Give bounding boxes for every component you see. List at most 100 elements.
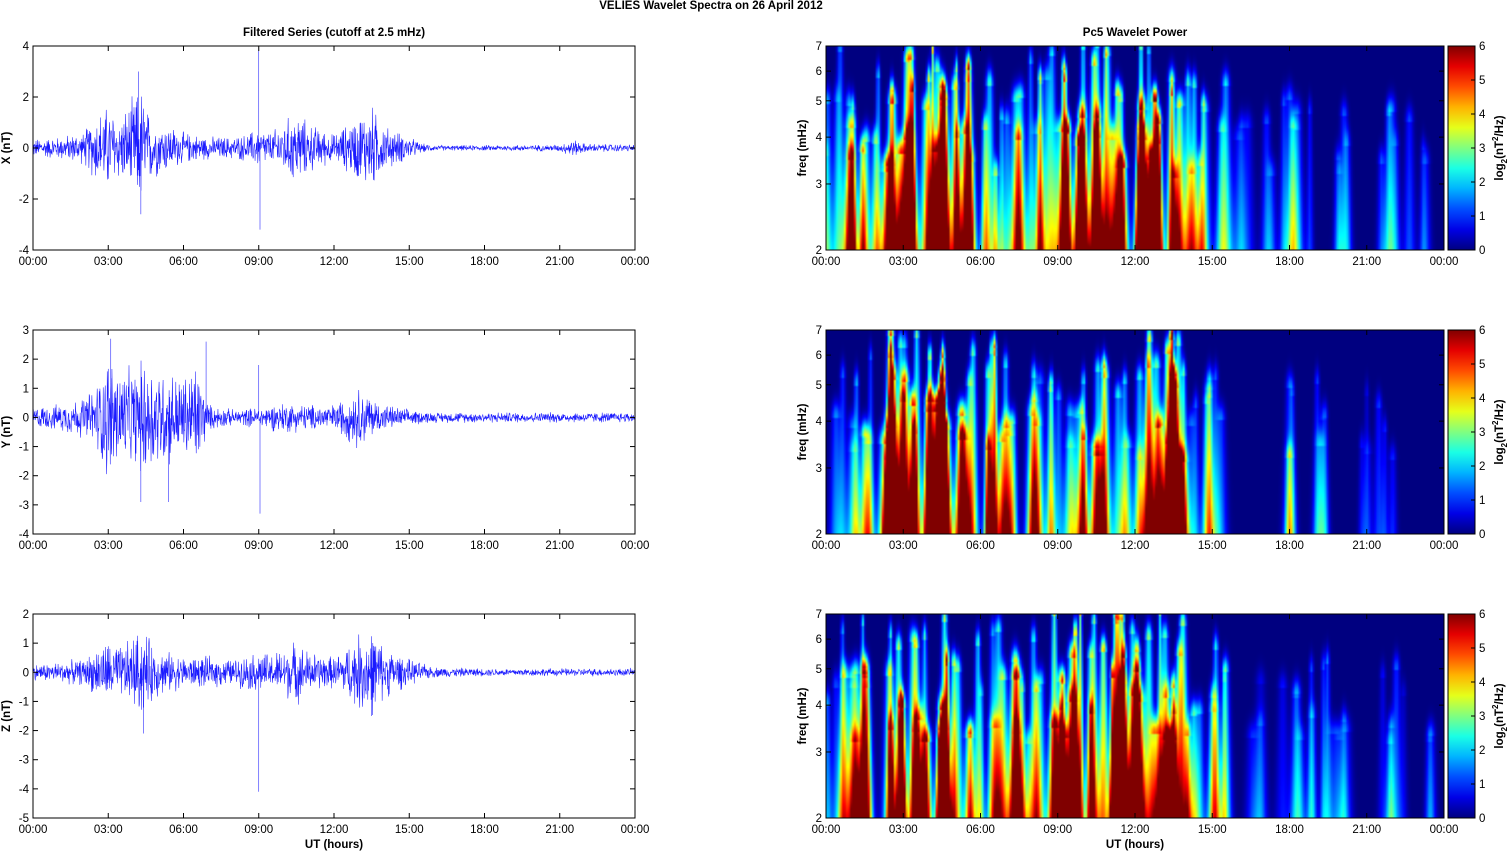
x-tick-label: 12:00 (1121, 256, 1150, 268)
x-tick-label: 21:00 (1352, 540, 1381, 552)
y-tick-label: 5 (816, 380, 822, 392)
x-tick-label: 06:00 (966, 256, 995, 268)
y-tick-label: -1 (19, 442, 29, 454)
x-tick-label: 00:00 (621, 256, 650, 268)
y-tick-label: 3 (816, 747, 822, 759)
colorbar-tick-label: 0 (1479, 245, 1485, 257)
wavelet-heatmap (826, 614, 1444, 818)
y-axis-label: freq (mHz) (797, 403, 809, 460)
x-tick-label: 00:00 (1430, 824, 1459, 836)
x-tick-label: 12:00 (320, 256, 349, 268)
x-tick-label: 15:00 (1198, 540, 1227, 552)
x-tick-label: 15:00 (395, 540, 424, 552)
x-tick-label: 03:00 (94, 540, 123, 552)
x-tick-label: 21:00 (1352, 256, 1381, 268)
x-tick-label: 12:00 (1121, 824, 1150, 836)
y-tick-label: 2 (816, 245, 822, 257)
x-tick-label: 03:00 (94, 824, 123, 836)
y-axis-label: Z (nT) (1, 700, 13, 732)
colorbar-tick-label: 0 (1479, 813, 1485, 825)
x-tick-label: 09:00 (244, 540, 273, 552)
x-tick-label: 00:00 (621, 824, 650, 836)
y-tick-label: 4 (816, 416, 823, 428)
y-tick-label: -2 (19, 726, 29, 738)
y-tick-label: 3 (23, 325, 29, 337)
y-tick-label: 4 (816, 700, 823, 712)
y-tick-label: -4 (19, 245, 30, 257)
colorbar-tick-label: 5 (1479, 359, 1485, 371)
x-tick-label: 00:00 (19, 824, 48, 836)
x-tick-label: 00:00 (1430, 540, 1459, 552)
y-axis-label: freq (mHz) (797, 687, 809, 744)
y-tick-label: 2 (23, 92, 29, 104)
x-tick-label: 09:00 (244, 256, 273, 268)
x-tick-label: 09:00 (1043, 540, 1072, 552)
x-tick-label: 18:00 (470, 256, 499, 268)
x-tick-label: 00:00 (19, 540, 48, 552)
x-tick-label: 00:00 (812, 540, 841, 552)
x-tick-label: 15:00 (395, 256, 424, 268)
x-tick-label: 06:00 (169, 256, 198, 268)
x-tick-label: 21:00 (545, 824, 574, 836)
y-tick-label: 5 (816, 96, 822, 108)
x-tick-label: 18:00 (1275, 824, 1304, 836)
x-tick-label: 03:00 (889, 256, 918, 268)
y-tick-label: 0 (23, 667, 29, 679)
x-tick-label: 18:00 (470, 824, 499, 836)
colorbar-tick-label: 1 (1479, 779, 1485, 791)
y-tick-label: 3 (816, 463, 822, 475)
colorbar-tick-label: 1 (1479, 495, 1485, 507)
colorbar-tick-label: 1 (1479, 211, 1485, 223)
x-tick-label: 00:00 (19, 256, 48, 268)
y-tick-label: -5 (19, 813, 29, 825)
y-tick-label: -4 (19, 529, 30, 541)
x-tick-label: 15:00 (395, 824, 424, 836)
panel-title: Pc5 Wavelet Power (1083, 27, 1188, 39)
y-tick-label: 2 (816, 529, 822, 541)
y-tick-label: 4 (23, 41, 30, 53)
y-tick-label: 7 (816, 41, 822, 53)
colorbar-tick-label: 6 (1479, 609, 1485, 621)
panel-title: Filtered Series (cutoff at 2.5 mHz) (243, 27, 425, 39)
y-tick-label: 6 (816, 66, 822, 78)
series-line (33, 48, 635, 230)
panel-filtered-x: -4 -2 0 2 4 Filtered Series (cutoff at 2.5 mH… (1, 27, 649, 268)
x-tick-label: 21:00 (1352, 824, 1381, 836)
colorbar-tick-label: 4 (1479, 393, 1486, 405)
series-line (33, 338, 635, 514)
y-axis-label: Y (nT) (1, 416, 13, 449)
x-tick-label: 00:00 (812, 824, 841, 836)
x-tick-label: 18:00 (470, 540, 499, 552)
y-axis-label: X (nT) (1, 132, 13, 165)
colorbar-label: log2(nT2/Hz) (1491, 399, 1509, 464)
panel-wavelet-z: 2 3 4 5 6 7 freq (mHz) 00:00 03:00 06:00 09:00 12:0… (797, 609, 1509, 851)
colorbar (1447, 329, 1476, 535)
colorbar-label: log2(nT2/Hz) (1491, 683, 1509, 748)
x-tick-label: 00:00 (621, 540, 650, 552)
colorbar-tick-label: 2 (1479, 745, 1485, 757)
y-tick-label: -4 (19, 784, 30, 796)
x-tick-label: 06:00 (169, 824, 198, 836)
wavelet-heatmap (826, 330, 1444, 534)
colorbar-tick-label: 3 (1479, 143, 1485, 155)
colorbar-label: log2(nT2/Hz) (1491, 115, 1509, 180)
colorbar-tick-label: 4 (1479, 109, 1486, 121)
wavelet-heatmap (826, 46, 1444, 250)
y-tick-label: 7 (816, 609, 822, 621)
colorbar-tick-label: 5 (1479, 75, 1485, 87)
x-tick-label: 18:00 (1275, 256, 1304, 268)
x-tick-label: 06:00 (169, 540, 198, 552)
series-line (33, 634, 635, 792)
y-tick-label: 7 (816, 325, 822, 337)
x-tick-label: 06:00 (966, 824, 995, 836)
colorbar-tick-label: 0 (1479, 529, 1485, 541)
y-tick-label: -2 (19, 471, 29, 483)
x-tick-label: 06:00 (966, 540, 995, 552)
x-tick-label: 03:00 (889, 824, 918, 836)
x-tick-label: 09:00 (244, 824, 273, 836)
x-tick-label: 03:00 (889, 540, 918, 552)
colorbar-tick-label: 2 (1479, 461, 1485, 473)
y-tick-label: 2 (816, 813, 822, 825)
